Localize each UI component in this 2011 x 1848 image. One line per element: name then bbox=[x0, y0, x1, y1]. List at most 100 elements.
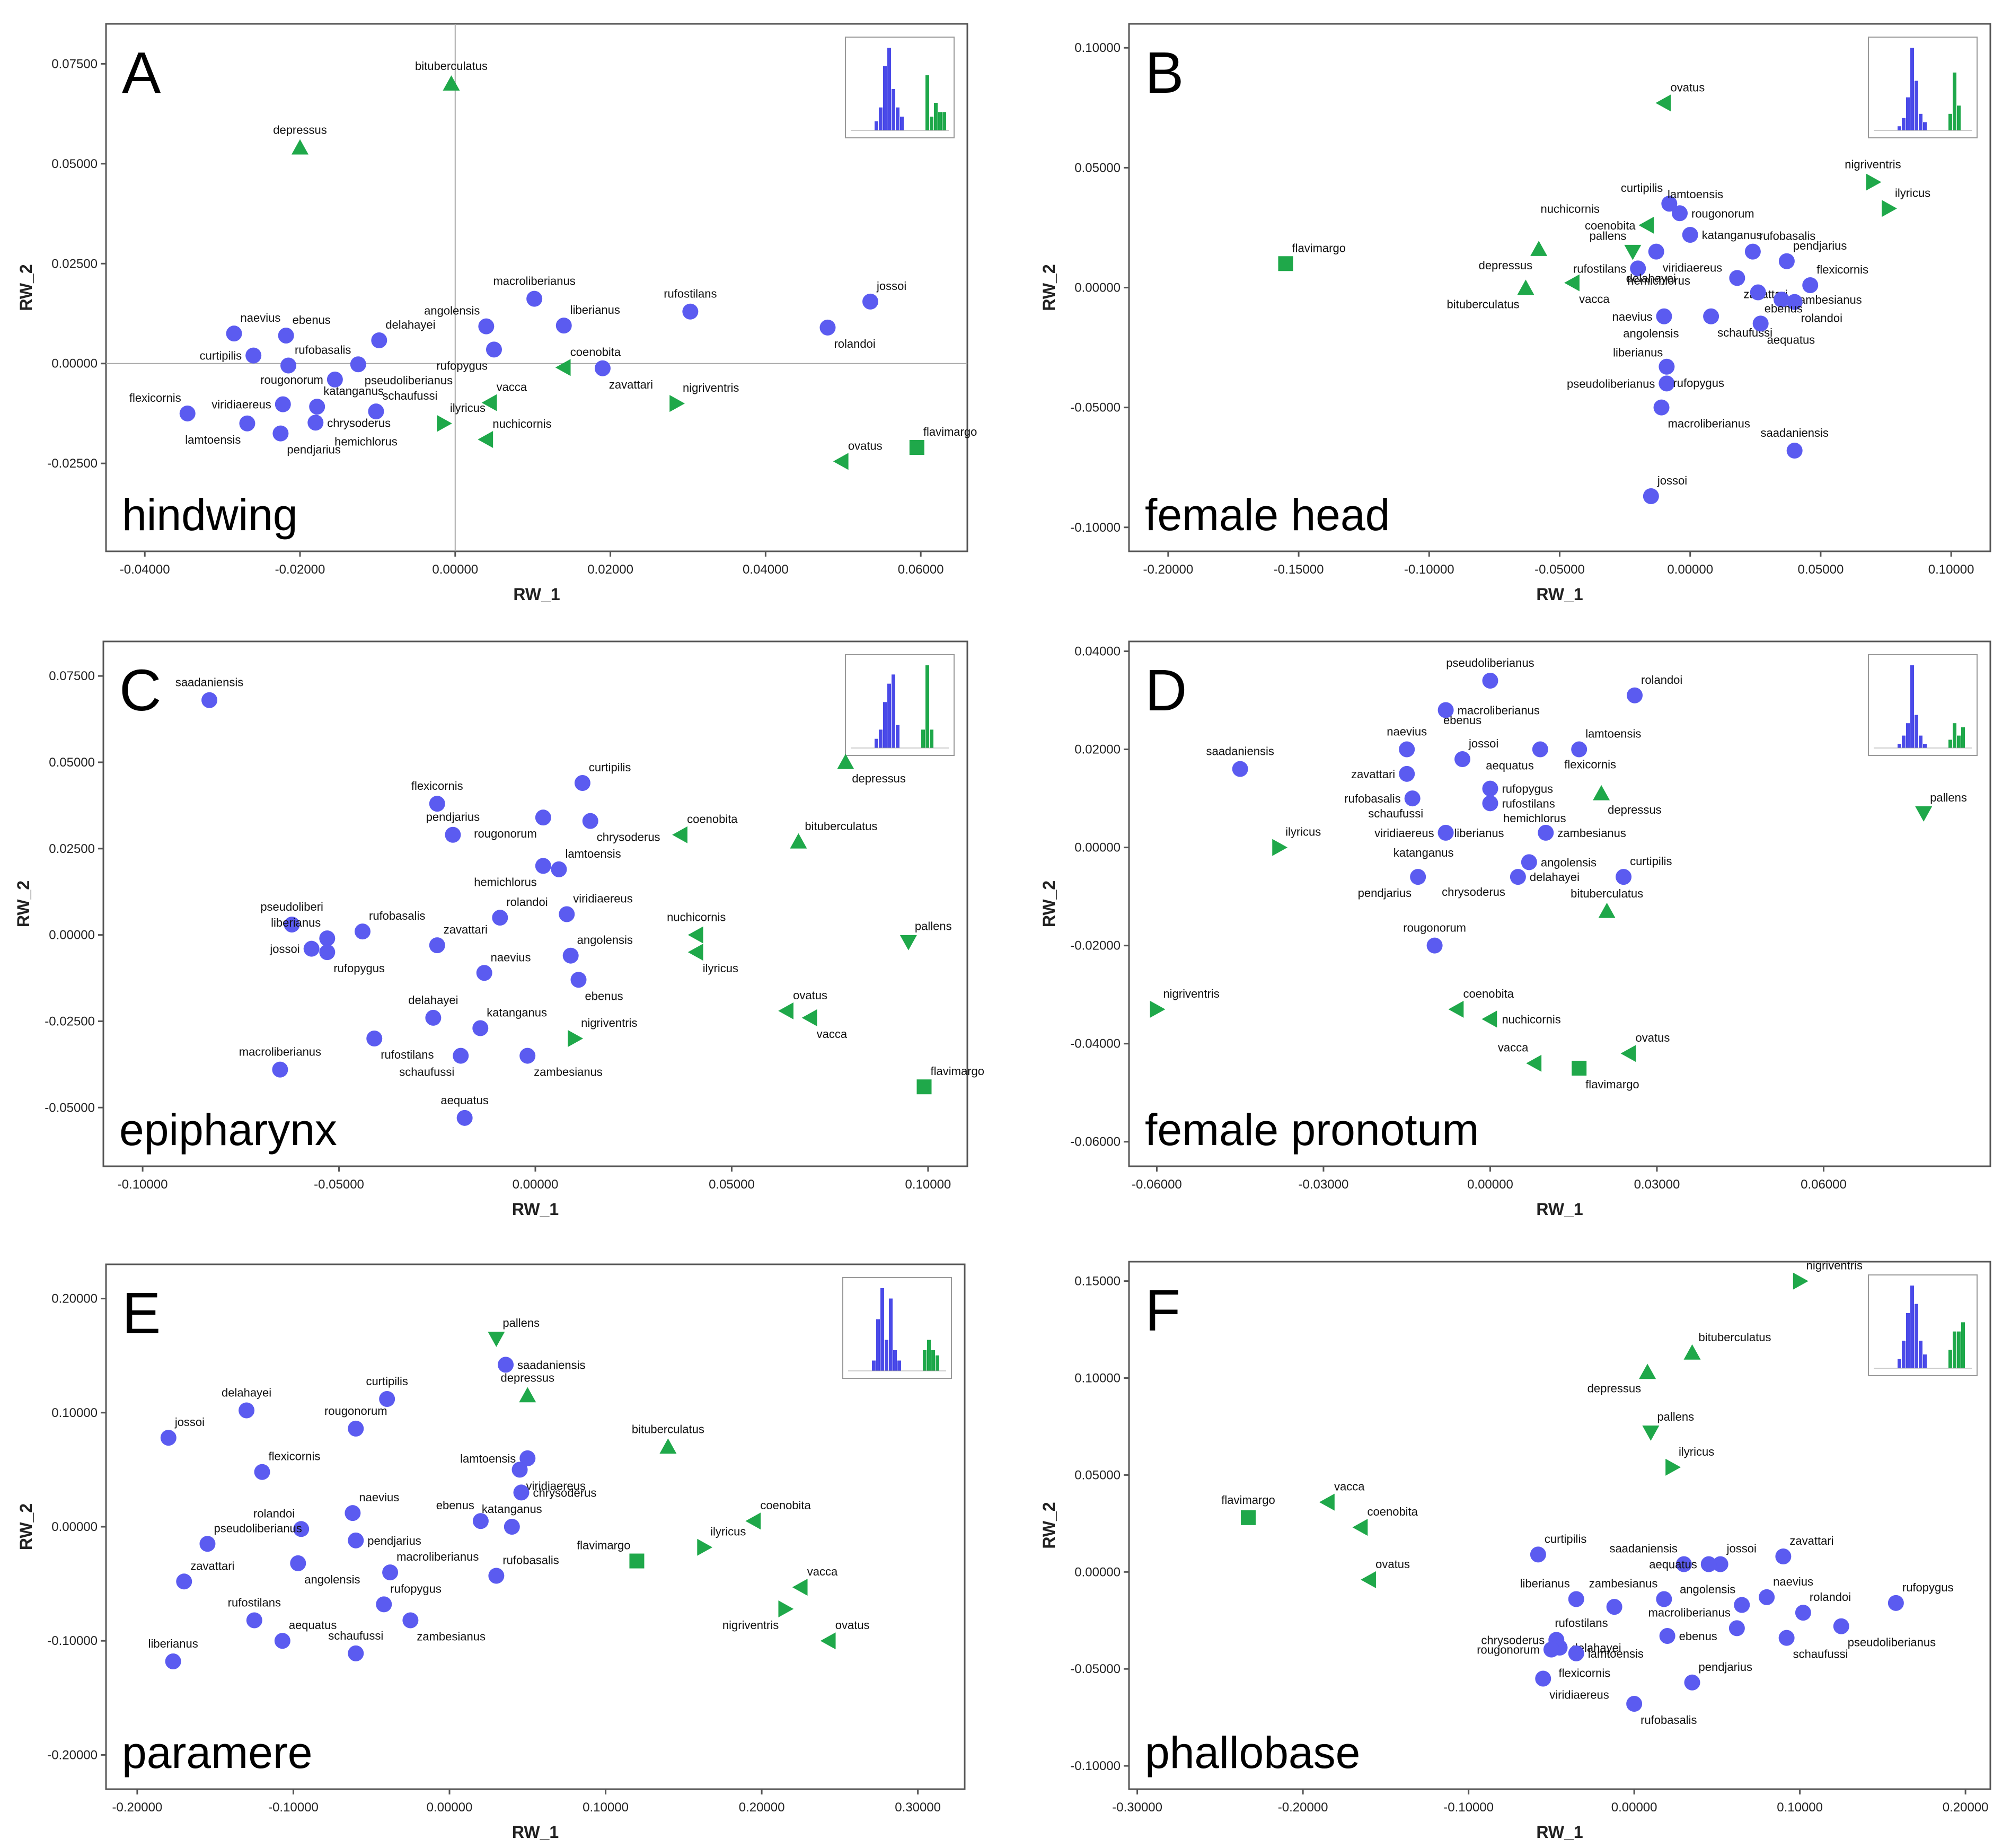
data-point: rufostilans bbox=[366, 1031, 434, 1061]
point-label: rufopygus bbox=[390, 1582, 442, 1595]
point-marker bbox=[486, 341, 502, 358]
data-point: aequatus bbox=[1649, 1556, 1717, 1572]
data-point: aequatus bbox=[1486, 741, 1548, 772]
data-point: katanganus bbox=[309, 384, 384, 415]
hist-bar-blue bbox=[897, 1360, 901, 1371]
hist-bar-green bbox=[1953, 723, 1956, 748]
data-point: zavattari bbox=[1351, 765, 1415, 782]
point-marker bbox=[379, 1391, 395, 1407]
point-marker bbox=[1399, 765, 1415, 782]
point-label: pallens bbox=[502, 1316, 540, 1330]
hist-bar-blue bbox=[896, 107, 899, 130]
data-point: bituberculatus bbox=[632, 1422, 704, 1454]
point-marker bbox=[1639, 1363, 1656, 1379]
point-marker bbox=[1319, 1493, 1335, 1511]
point-label: nuchicornis bbox=[492, 417, 551, 430]
point-marker bbox=[559, 906, 575, 922]
point-marker bbox=[574, 775, 590, 791]
point-label: bituberculatus bbox=[1571, 887, 1643, 900]
point-label: rufopygus bbox=[1502, 782, 1553, 796]
point-label: ovatus bbox=[1670, 81, 1705, 94]
point-label: pallens bbox=[915, 920, 952, 933]
data-point: lamtoensis bbox=[1568, 1645, 1644, 1661]
point-marker bbox=[478, 430, 493, 448]
point-marker bbox=[1482, 795, 1498, 812]
point-label: pseudoliberi bbox=[260, 900, 323, 913]
point-label: rufostilans bbox=[1555, 1616, 1608, 1630]
point-label: rougonorum bbox=[324, 1404, 387, 1418]
data-point: pallens bbox=[1915, 791, 1967, 822]
x-tick-label: 0.00000 bbox=[513, 1177, 559, 1192]
data-point: jossoi bbox=[862, 279, 906, 310]
point-label: pendjarius bbox=[367, 1534, 421, 1547]
point-label: lamtoensis bbox=[565, 847, 621, 860]
point-label: rolandoi bbox=[1801, 312, 1842, 325]
y-tick-label: 0.07500 bbox=[49, 669, 95, 683]
point-label: ilyricus bbox=[1285, 825, 1321, 839]
point-label: naevius bbox=[1612, 310, 1653, 323]
hist-bar-blue bbox=[1919, 113, 1922, 130]
hist-bar-blue bbox=[1902, 735, 1906, 748]
x-tick-label: 0.03000 bbox=[1634, 1177, 1680, 1192]
point-label: pallens bbox=[1930, 791, 1967, 804]
hist-bar-blue bbox=[1898, 126, 1901, 130]
data-point: curtipilis bbox=[200, 347, 262, 364]
panel-letter: C bbox=[119, 658, 161, 723]
x-tick-label: 0.00000 bbox=[1467, 1177, 1513, 1192]
point-label: macroliberianus bbox=[1458, 704, 1540, 717]
y-tick-label: 0.10000 bbox=[51, 1406, 98, 1420]
x-tick-label: 0.06000 bbox=[898, 562, 944, 577]
point-label: flavimargo bbox=[931, 1064, 984, 1078]
data-point: ebenus bbox=[570, 972, 623, 1002]
data-point: viridiaereus bbox=[211, 396, 291, 412]
point-label: flexicornis bbox=[129, 391, 181, 404]
hist-bar-green bbox=[1957, 735, 1961, 748]
point-marker bbox=[1521, 854, 1537, 870]
point-label: coenobita bbox=[570, 345, 621, 358]
hist-bar-blue bbox=[876, 1319, 880, 1371]
point-marker bbox=[1517, 279, 1534, 295]
data-point: katanganus bbox=[1682, 227, 1762, 243]
point-label: flavimargo bbox=[1585, 1078, 1639, 1091]
point-label: chrysoderus bbox=[597, 831, 660, 844]
point-label: coenobita bbox=[1585, 219, 1636, 232]
data-point: naevius bbox=[476, 951, 531, 981]
point-marker bbox=[687, 944, 703, 961]
data-point: jossoi bbox=[1712, 1542, 1757, 1572]
y-tick-label: 0.10000 bbox=[1074, 1371, 1121, 1385]
point-marker bbox=[272, 425, 289, 442]
data-point: zavattari bbox=[176, 1559, 234, 1590]
point-marker bbox=[245, 347, 262, 364]
hist-bar-blue bbox=[1898, 1359, 1901, 1368]
hist-bar-blue bbox=[1923, 1354, 1927, 1368]
hist-bar-green bbox=[942, 112, 946, 130]
data-point: macroliberianus bbox=[1648, 1606, 1745, 1636]
point-label: rolandoi bbox=[506, 895, 548, 909]
point-label: curtipilis bbox=[200, 349, 242, 363]
data-point: chrysoderus bbox=[1442, 885, 1505, 899]
data-point: pseudoliberi bbox=[260, 900, 323, 933]
data-point: angolensis bbox=[1623, 327, 1679, 340]
point-marker bbox=[916, 1079, 932, 1095]
point-marker bbox=[1481, 1010, 1497, 1028]
y-tick-label: 0.00000 bbox=[1074, 841, 1121, 855]
point-marker bbox=[1399, 741, 1415, 758]
data-point: naevius bbox=[1759, 1575, 1813, 1605]
point-label: jossoi bbox=[269, 943, 299, 956]
point-label: pseudoliberianus bbox=[1567, 377, 1655, 390]
data-point: rougonorum bbox=[1672, 205, 1754, 222]
hist-bar-blue bbox=[880, 1288, 884, 1371]
data-point: angolensis bbox=[290, 1555, 360, 1586]
hist-bar-green bbox=[1948, 1350, 1952, 1368]
point-marker bbox=[1793, 1272, 1809, 1290]
point-label: aequatus bbox=[1486, 759, 1534, 772]
point-label: delahayei bbox=[222, 1386, 271, 1399]
hist-bar-blue bbox=[1919, 735, 1922, 748]
point-marker bbox=[492, 910, 508, 926]
point-marker bbox=[511, 1462, 528, 1478]
data-point: naevius bbox=[226, 311, 280, 342]
hist-bar-blue bbox=[1910, 665, 1914, 748]
point-label: delahayei bbox=[385, 318, 435, 331]
y-tick-label: 0.07500 bbox=[51, 57, 98, 71]
point-marker bbox=[348, 1420, 364, 1437]
